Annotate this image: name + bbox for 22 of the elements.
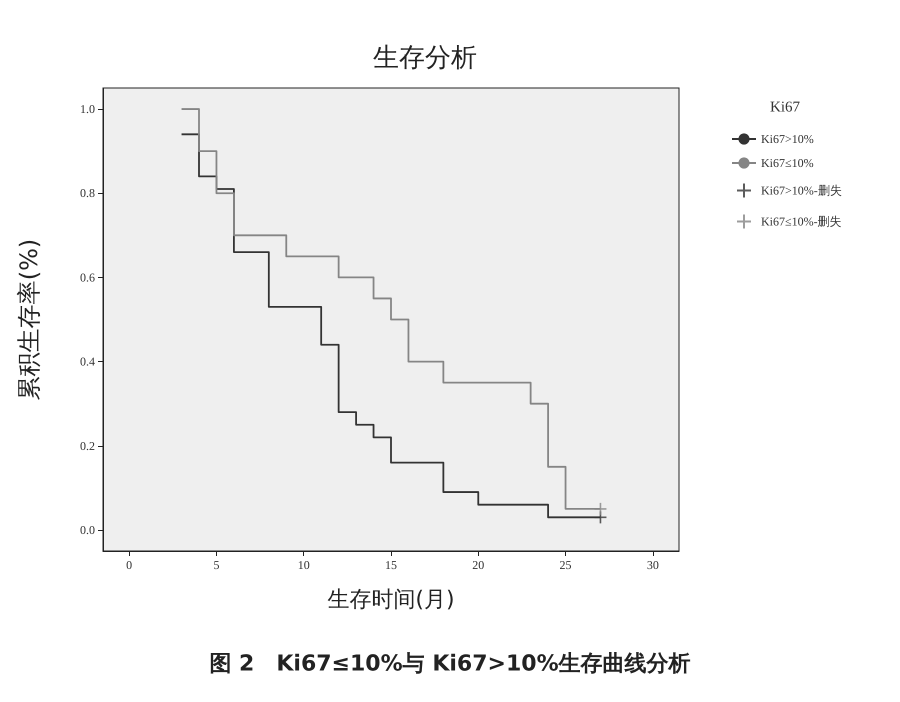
x-tick-label: 25 — [560, 558, 572, 572]
legend-label: Ki67>10% — [761, 132, 814, 146]
y-tick-label: 0.8 — [80, 186, 95, 200]
y-axis-title: 累积生存率(%) — [15, 238, 43, 400]
y-tick-label: 0.0 — [80, 522, 95, 537]
x-tick-label: 0 — [126, 558, 132, 572]
x-tick-label: 15 — [385, 558, 397, 572]
legend-label: Ki67≤10% — [761, 156, 814, 170]
x-tick-label: 5 — [213, 558, 220, 572]
x-tick-label: 10 — [298, 558, 310, 572]
y-tick-label: 0.4 — [80, 354, 95, 369]
legend-label: Ki67>10%-删失 — [761, 184, 842, 198]
x-tick-label: 20 — [472, 558, 484, 572]
x-axis-title: 生存时间(月) — [327, 588, 455, 612]
y-tick-label: 0.6 — [80, 270, 95, 284]
legend-title: Ki67 — [770, 100, 800, 116]
chart-title: 生存分析 — [373, 43, 477, 73]
caption: 图 2 Ki67≤10%与 Ki67>10%生存曲线分析 — [209, 652, 691, 676]
y-tick-label: 1.0 — [80, 102, 95, 116]
x-tick-label: 30 — [646, 558, 659, 572]
legend-label: Ki67≤10%-删失 — [761, 214, 842, 228]
y-tick-label: 0.2 — [80, 438, 95, 453]
